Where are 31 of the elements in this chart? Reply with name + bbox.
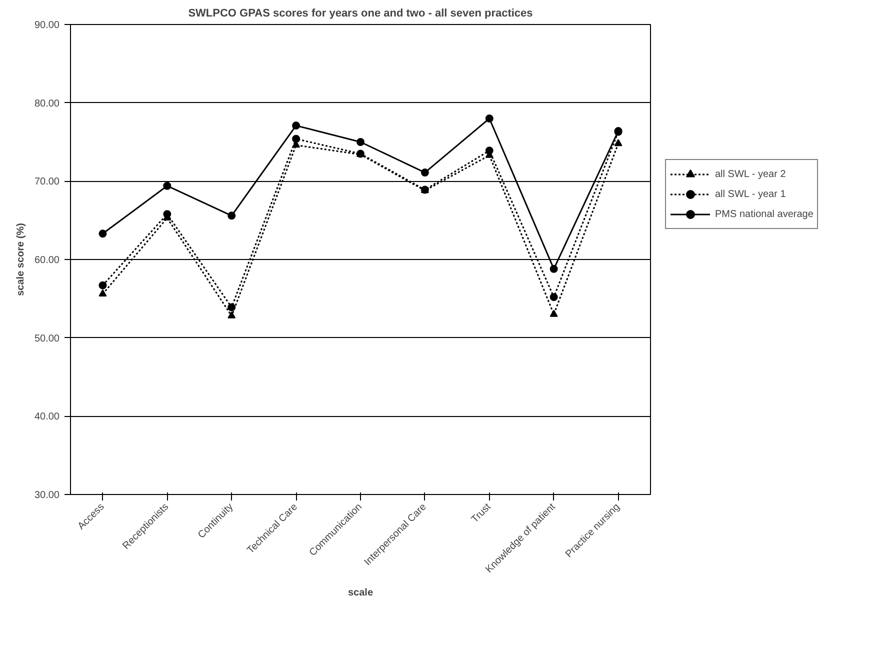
point <box>292 134 300 143</box>
point <box>228 303 236 312</box>
y-tick-label: 70.00 <box>34 176 60 188</box>
point <box>228 311 236 318</box>
y-tick-label: 60.00 <box>34 255 60 266</box>
point <box>550 264 558 273</box>
y-tick-label: 30.00 <box>34 490 60 501</box>
legend-label: all SWL - year 2 <box>715 168 786 180</box>
point <box>550 293 558 302</box>
point <box>163 182 172 190</box>
point <box>614 139 622 146</box>
point <box>292 122 300 130</box>
chart-title: SWLPCO GPAS scores for years one and two - all seven practices <box>188 8 533 20</box>
point <box>98 281 107 290</box>
x-axis-title: scale <box>348 587 374 598</box>
point <box>550 310 558 317</box>
point <box>228 212 236 220</box>
point <box>163 210 172 218</box>
point <box>98 289 107 296</box>
legend-label: PMS national average <box>715 208 814 220</box>
point <box>356 138 364 146</box>
y-tick-label: 80.00 <box>34 98 60 110</box>
point <box>485 146 494 155</box>
y-tick-label: 50.00 <box>34 333 60 344</box>
y-tick-label: 90.00 <box>34 20 60 31</box>
point <box>98 230 107 238</box>
point <box>420 168 429 177</box>
y-tick-label: 40.00 <box>34 412 60 423</box>
y-axis-title: scale score (%) <box>15 223 26 296</box>
legend-label: all SWL - year 1 <box>715 188 786 200</box>
point <box>485 114 494 122</box>
